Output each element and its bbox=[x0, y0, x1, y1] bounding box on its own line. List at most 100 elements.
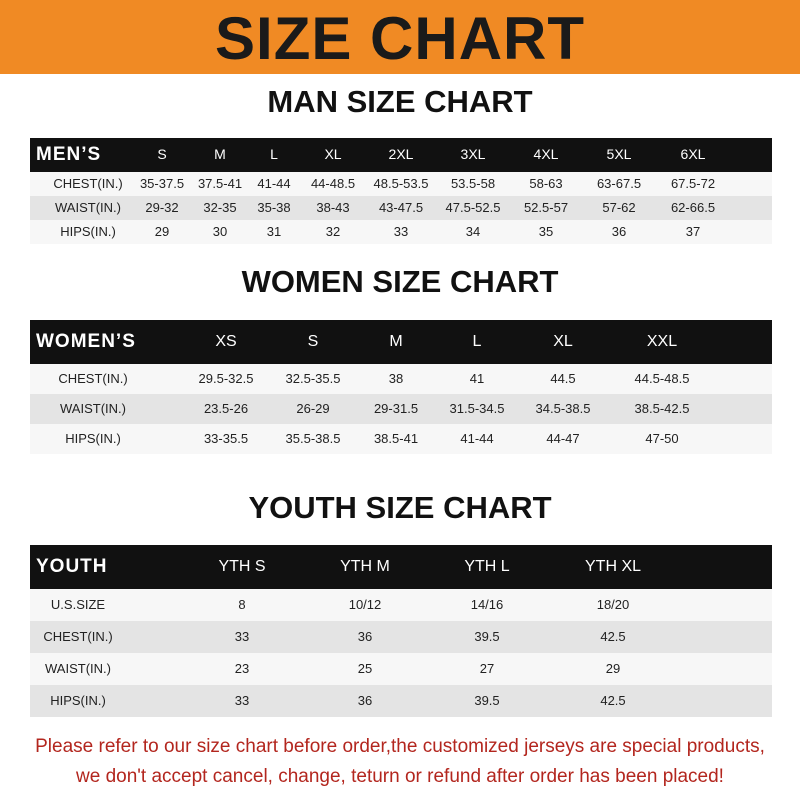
row-label: HIPS(IN.) bbox=[60, 224, 116, 239]
table-row bbox=[30, 364, 772, 394]
cell-value: 31 bbox=[266, 224, 282, 239]
cell-value: 57-62 bbox=[602, 200, 636, 215]
table-header bbox=[30, 545, 772, 589]
cell-value: 39.5 bbox=[474, 629, 500, 644]
cell-value: 44-48.5 bbox=[310, 176, 356, 191]
size-header: 5XL bbox=[606, 146, 632, 162]
row-label: U.S.SIZE bbox=[50, 597, 106, 612]
size-header: S bbox=[307, 333, 319, 350]
cell-value: 48.5-53.5 bbox=[373, 176, 429, 191]
cell-value: 29.5-32.5 bbox=[198, 371, 254, 386]
banner bbox=[0, 0, 800, 74]
cell-value: 29 bbox=[154, 224, 170, 239]
cell-value: 34.5-38.5 bbox=[535, 401, 591, 416]
row-label: WAIST(IN.) bbox=[60, 401, 126, 416]
table-header bbox=[30, 320, 772, 364]
header-label: YOUTH bbox=[36, 556, 108, 577]
size-header: 6XL bbox=[680, 146, 706, 162]
size-header: YTH L bbox=[464, 558, 510, 575]
row-label: WAIST(IN.) bbox=[45, 661, 111, 676]
cell-value: 32.5-35.5 bbox=[285, 371, 341, 386]
cell-value: 44.5-48.5 bbox=[634, 371, 690, 386]
size-header: 2XL bbox=[388, 146, 414, 162]
cell-value: 35-38 bbox=[257, 200, 291, 215]
cell-value: 39.5 bbox=[474, 693, 500, 708]
cell-value: 41-44 bbox=[460, 431, 494, 446]
cell-value: 36 bbox=[357, 693, 373, 708]
size-header: XS bbox=[215, 333, 237, 350]
table-row bbox=[30, 653, 772, 685]
cell-value: 62-66.5 bbox=[670, 200, 716, 215]
size-header: YTH XL bbox=[584, 558, 642, 575]
cell-value: 37 bbox=[685, 224, 701, 239]
cell-value: 41-44 bbox=[257, 176, 291, 191]
row-label: HIPS(IN.) bbox=[50, 693, 106, 708]
cell-value: 53.5-58 bbox=[450, 176, 496, 191]
cell-value: 38 bbox=[388, 371, 404, 386]
size-header: 4XL bbox=[533, 146, 559, 162]
cell-value: 30 bbox=[212, 224, 228, 239]
cell-value: 36 bbox=[357, 629, 373, 644]
cell-value: 18/20 bbox=[596, 597, 630, 612]
cell-value: 41 bbox=[469, 371, 485, 386]
cell-value: 42.5 bbox=[600, 629, 626, 644]
size-header: XL bbox=[553, 333, 573, 350]
cell-value: 35.5-38.5 bbox=[285, 431, 341, 446]
notice: we don't accept cancel, change, teturn o… bbox=[76, 766, 724, 787]
cell-value: 42.5 bbox=[600, 693, 626, 708]
notice: Please refer to our size chart before or… bbox=[35, 736, 765, 757]
cell-value: 23.5-26 bbox=[203, 401, 249, 416]
cell-value: 31.5-34.5 bbox=[449, 401, 505, 416]
table-row bbox=[30, 424, 772, 454]
cell-value: 33 bbox=[234, 629, 250, 644]
cell-value: 29 bbox=[605, 661, 621, 676]
cell-value: 26-29 bbox=[296, 401, 330, 416]
cell-value: 33 bbox=[393, 224, 409, 239]
cell-value: 33 bbox=[234, 693, 250, 708]
row-label: HIPS(IN.) bbox=[65, 431, 121, 446]
cell-value: 37.5-41 bbox=[197, 176, 243, 191]
header-label: WOMEN’S bbox=[36, 331, 136, 352]
cell-value: 32 bbox=[325, 224, 341, 239]
cell-value: 67.5-72 bbox=[670, 176, 716, 191]
table-title: MAN SIZE CHART bbox=[267, 84, 533, 119]
cell-value: 14/16 bbox=[470, 597, 504, 612]
size-header: YTH M bbox=[340, 558, 390, 575]
cell-value: 29-31.5 bbox=[373, 401, 419, 416]
cell-value: 32-35 bbox=[203, 200, 237, 215]
size-header: L bbox=[270, 146, 278, 162]
cell-value: 23 bbox=[234, 661, 250, 676]
size-header: 3XL bbox=[460, 146, 486, 162]
size-header: XL bbox=[324, 146, 342, 162]
cell-value: 35 bbox=[538, 224, 554, 239]
cell-value: 44.5 bbox=[550, 371, 576, 386]
table-row bbox=[30, 394, 772, 424]
cell-value: 52.5-57 bbox=[523, 200, 569, 215]
cell-value: 34 bbox=[465, 224, 481, 239]
cell-value: 33-35.5 bbox=[203, 431, 249, 446]
cell-value: 63-67.5 bbox=[596, 176, 642, 191]
cell-value: 8 bbox=[238, 597, 246, 612]
table-row bbox=[30, 220, 772, 244]
cell-value: 10/12 bbox=[348, 597, 382, 612]
row-label: WAIST(IN.) bbox=[55, 200, 121, 215]
header-label: MEN’S bbox=[36, 144, 102, 165]
size-header: YTH S bbox=[218, 558, 266, 575]
page-title: SIZE CHART bbox=[215, 5, 585, 72]
table-title: YOUTH SIZE CHART bbox=[248, 490, 552, 525]
table-title: WOMEN SIZE CHART bbox=[241, 264, 559, 299]
cell-value: 38.5-42.5 bbox=[634, 401, 690, 416]
table-row bbox=[30, 196, 772, 220]
row-label: CHEST(IN.) bbox=[53, 176, 123, 191]
cell-value: 44-47 bbox=[546, 431, 580, 446]
cell-value: 36 bbox=[611, 224, 627, 239]
cell-value: 58-63 bbox=[529, 176, 563, 191]
size-header: S bbox=[157, 146, 167, 162]
table-row bbox=[30, 621, 772, 653]
table-row bbox=[30, 589, 772, 621]
table-header bbox=[30, 138, 772, 172]
table-row bbox=[30, 172, 772, 196]
cell-value: 38.5-41 bbox=[373, 431, 419, 446]
cell-value: 47.5-52.5 bbox=[445, 200, 501, 215]
